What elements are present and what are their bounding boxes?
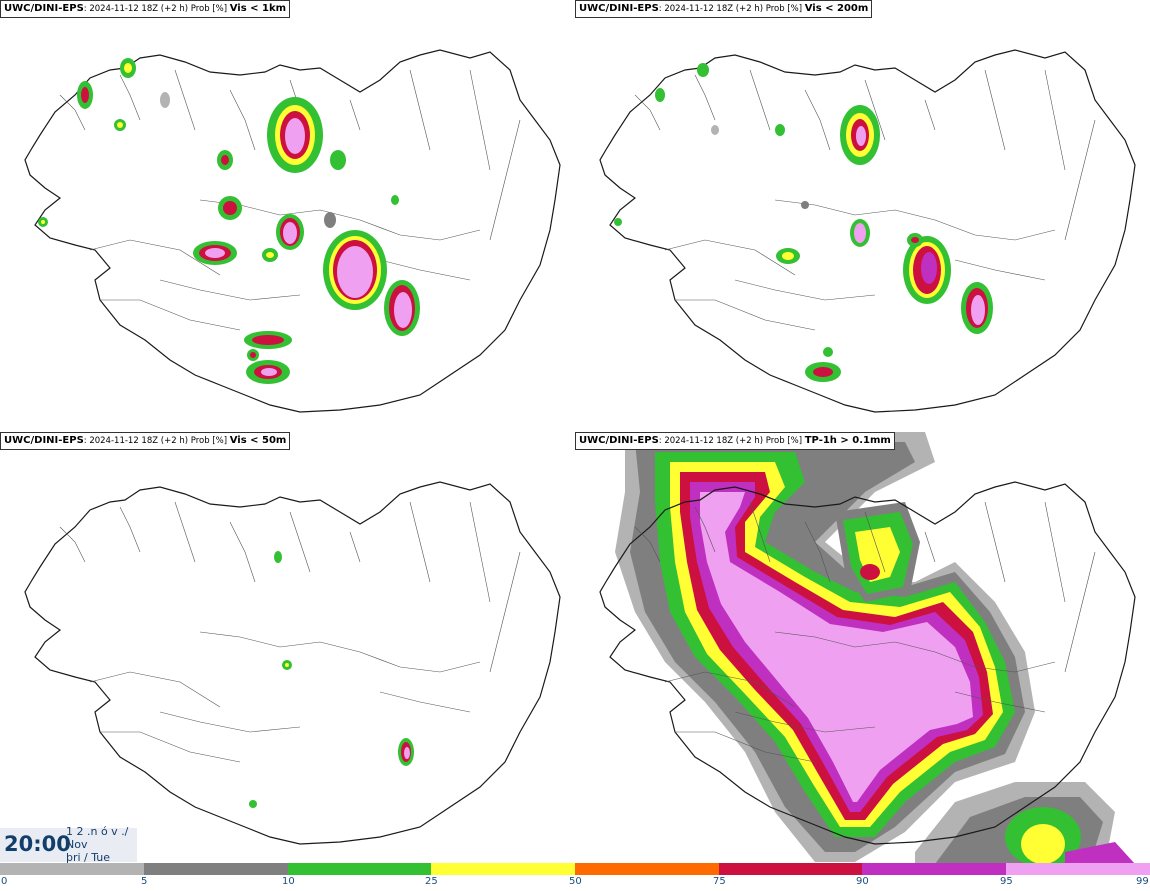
prob-blobs	[614, 63, 993, 382]
legend-tick: 99	[1136, 876, 1149, 887]
legend-segment	[719, 863, 862, 875]
field-name: TP-1h > 0.1mm	[804, 435, 891, 446]
legend-segment	[431, 863, 575, 875]
field-name: Vis < 1km	[229, 3, 287, 14]
valid-time: 20:00	[4, 832, 71, 856]
map-vis-1km	[24, 49, 561, 413]
valid-time-box: 20:00 1 2 .n ó v ./ Nov þri / Tue	[0, 825, 137, 864]
panel-title: UWC/DINI-EPS: 2024-11-12 18Z (+2 h) Prob…	[575, 432, 895, 450]
precip-field	[615, 432, 1135, 864]
legend-segment	[862, 863, 1006, 875]
run-info: : 2024-11-12 18Z (+2 h) Prob [%]	[83, 436, 230, 446]
map-panel-tp-1h: UWC/DINI-EPS: 2024-11-12 18Z (+2 h) Prob…	[575, 432, 1150, 864]
valid-date: 1 2 .n ó v ./ Nov þri / Tue	[66, 825, 128, 864]
date-line-3: þri / Tue	[66, 851, 111, 864]
legend-segment	[144, 863, 288, 875]
map-vis-50m	[24, 481, 561, 845]
legend-tick: 50	[569, 876, 582, 887]
run-info: : 2024-11-12 18Z (+2 h) Prob [%]	[83, 4, 230, 14]
run-info: : 2024-11-12 18Z (+2 h) Prob [%]	[658, 436, 805, 446]
model-name: UWC/DINI-EPS	[4, 3, 84, 14]
map-tp-1h	[599, 432, 1136, 864]
legend-tick: 90	[856, 876, 869, 887]
panel-title: UWC/DINI-EPS: 2024-11-12 18Z (+2 h) Prob…	[0, 432, 291, 450]
field-name: Vis < 200m	[804, 3, 869, 14]
date-line-2: Nov	[66, 838, 88, 851]
map-panel-vis-50m: UWC/DINI-EPS: 2024-11-12 18Z (+2 h) Prob…	[0, 432, 575, 864]
field-name: Vis < 50m	[229, 435, 287, 446]
date-line-1: 1 2 .n ó v ./	[66, 825, 129, 838]
legend-tick: 25	[425, 876, 438, 887]
legend-segment	[0, 863, 144, 875]
run-info: : 2024-11-12 18Z (+2 h) Prob [%]	[658, 4, 805, 14]
model-name: UWC/DINI-EPS	[579, 435, 659, 446]
legend-tick: 0	[1, 876, 8, 887]
prob-blobs	[38, 58, 420, 384]
model-name: UWC/DINI-EPS	[579, 3, 659, 14]
panel-title: UWC/DINI-EPS: 2024-11-12 18Z (+2 h) Prob…	[0, 0, 291, 18]
legend-tick: 75	[713, 876, 726, 887]
legend-segment	[575, 863, 719, 875]
panel-title: UWC/DINI-EPS: 2024-11-12 18Z (+2 h) Prob…	[575, 0, 873, 18]
map-vis-200m	[599, 49, 1136, 413]
legend-segment	[288, 863, 431, 875]
map-panel-vis-200m: UWC/DINI-EPS: 2024-11-12 18Z (+2 h) Prob…	[575, 0, 1150, 432]
color-legend: 0 5 10 25 50 75 90 95 99	[0, 862, 1150, 891]
legend-segment	[1006, 863, 1150, 875]
model-name: UWC/DINI-EPS	[4, 435, 84, 446]
legend-tick: 5	[141, 876, 148, 887]
legend-tick: 95	[1000, 876, 1013, 887]
map-panel-vis-1km: UWC/DINI-EPS: 2024-11-12 18Z (+2 h) Prob…	[0, 0, 575, 432]
legend-tick: 10	[282, 876, 295, 887]
prob-blobs	[249, 551, 414, 808]
